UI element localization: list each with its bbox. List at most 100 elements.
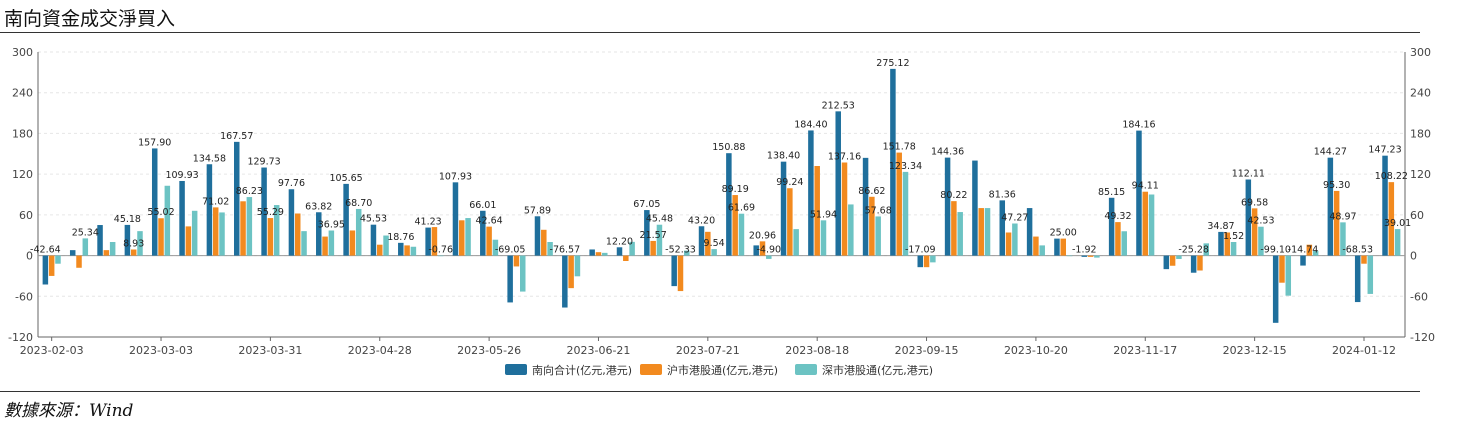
bottom-divider — [0, 391, 1420, 392]
bar-total — [671, 255, 677, 287]
data-label: 42.53 — [1247, 216, 1274, 227]
bar-total — [1163, 255, 1170, 270]
bar-sz — [875, 216, 881, 256]
bar-sz — [328, 230, 335, 256]
data-label: 184.40 — [794, 119, 827, 130]
data-label: -52.33 — [665, 245, 696, 256]
data-label: 184.16 — [1122, 120, 1155, 131]
y-tick-label-left: 300 — [12, 46, 33, 59]
bar-total — [1354, 255, 1361, 303]
bar-sz — [1012, 223, 1018, 256]
data-label: 21.57 — [640, 230, 667, 241]
bar-sz — [629, 241, 635, 256]
y-tick-label-left: 60 — [19, 209, 33, 222]
data-label: 105.65 — [329, 173, 362, 184]
bar-sh — [513, 255, 520, 267]
bar-total — [1218, 231, 1224, 256]
data-label: 18.76 — [387, 232, 414, 243]
bar-sh — [705, 231, 711, 256]
bar-sz — [465, 218, 471, 256]
bar-sh — [1279, 255, 1285, 283]
data-source-note: 數據來源：Wind — [4, 401, 134, 421]
data-label: 134.58 — [193, 153, 226, 164]
bar-sz — [82, 238, 89, 256]
y-tick-label-right: -120 — [1410, 331, 1435, 344]
bar-total — [398, 242, 404, 256]
bar-sz — [1312, 250, 1319, 256]
bar-sz — [984, 208, 991, 256]
y-tick-label-right: -60 — [1410, 290, 1428, 303]
y-tick-label-right: 180 — [1410, 127, 1431, 140]
data-label: -25.28 — [1178, 245, 1209, 256]
bar-total — [151, 148, 158, 256]
data-label: 81.36 — [989, 189, 1016, 200]
data-label: 45.53 — [360, 214, 387, 225]
bar-sz — [930, 255, 936, 263]
bar-total — [179, 180, 185, 256]
bar-sz — [1203, 243, 1209, 256]
bar-sz — [1285, 255, 1292, 296]
data-label: -76.57 — [550, 245, 581, 256]
bar-sz — [1121, 231, 1127, 256]
bar-sh — [1005, 232, 1012, 256]
data-label: 49.32 — [1104, 211, 1131, 222]
y-tick-label-left: -120 — [8, 331, 33, 344]
data-label: 48.97 — [1329, 211, 1356, 222]
data-label: 71.02 — [202, 196, 229, 207]
y-tick-label-left: -60 — [15, 290, 33, 303]
bar-total — [562, 255, 568, 308]
legend-label: 深市港股通(亿元,港元) — [822, 363, 933, 377]
y-tick-label-right: 0 — [1410, 250, 1417, 263]
data-label: 66.01 — [469, 200, 496, 211]
x-tick-label: 2023-05-26 — [457, 344, 521, 357]
bar-sh — [1087, 255, 1094, 257]
bar-sz — [1367, 255, 1374, 294]
data-label: 112.11 — [1232, 169, 1265, 180]
bar-total — [261, 167, 267, 256]
bar-sz — [492, 239, 499, 256]
x-tick-label: 2023-09-15 — [895, 344, 959, 357]
bar-sz — [55, 255, 61, 264]
bar-sh — [541, 229, 547, 256]
bar-total — [507, 255, 513, 303]
x-tick-label: 2023-06-21 — [567, 344, 631, 357]
data-label: -1.92 — [1072, 245, 1097, 256]
data-label: 39.01 — [1384, 218, 1411, 229]
bar-total — [944, 157, 951, 256]
bar-sz — [355, 208, 362, 256]
y-tick-label-left: 0 — [26, 250, 33, 263]
data-label: 67.05 — [633, 199, 660, 210]
data-label: -4.90 — [757, 245, 782, 256]
bar-total — [1245, 179, 1252, 256]
bar-sz — [383, 235, 389, 256]
bar-sh — [130, 249, 137, 256]
bar-sh — [595, 252, 602, 256]
bar-sz — [520, 255, 526, 292]
data-label: -0.76 — [428, 245, 453, 256]
bar-total — [1026, 208, 1033, 256]
bar-sh — [841, 162, 848, 256]
data-label: 43.20 — [688, 215, 715, 226]
bar-sz — [602, 252, 608, 256]
data-label: 68.70 — [345, 198, 372, 209]
bar-sh — [1169, 255, 1176, 266]
data-label: 99.24 — [776, 177, 803, 188]
legend-item-total: 南向合计(亿元,港元) — [505, 363, 632, 377]
bar-sz — [1094, 255, 1100, 258]
bar-sh — [212, 207, 219, 256]
bar-sz — [1148, 194, 1155, 256]
bar-total — [425, 227, 431, 256]
data-label: 12.20 — [606, 236, 633, 247]
bar-sh — [377, 244, 383, 256]
data-label: 95.30 — [1323, 180, 1350, 191]
data-label: 123.34 — [889, 161, 922, 172]
bar-sh — [185, 226, 192, 256]
data-label: 20.96 — [749, 230, 776, 241]
bar-sz — [301, 231, 307, 256]
data-label: 41.23 — [415, 217, 442, 228]
data-label: 109.93 — [165, 170, 198, 181]
bar-sh — [923, 255, 930, 268]
bar-sh — [1142, 191, 1149, 256]
data-label: 151.78 — [883, 142, 916, 153]
bar-total — [1136, 130, 1142, 256]
